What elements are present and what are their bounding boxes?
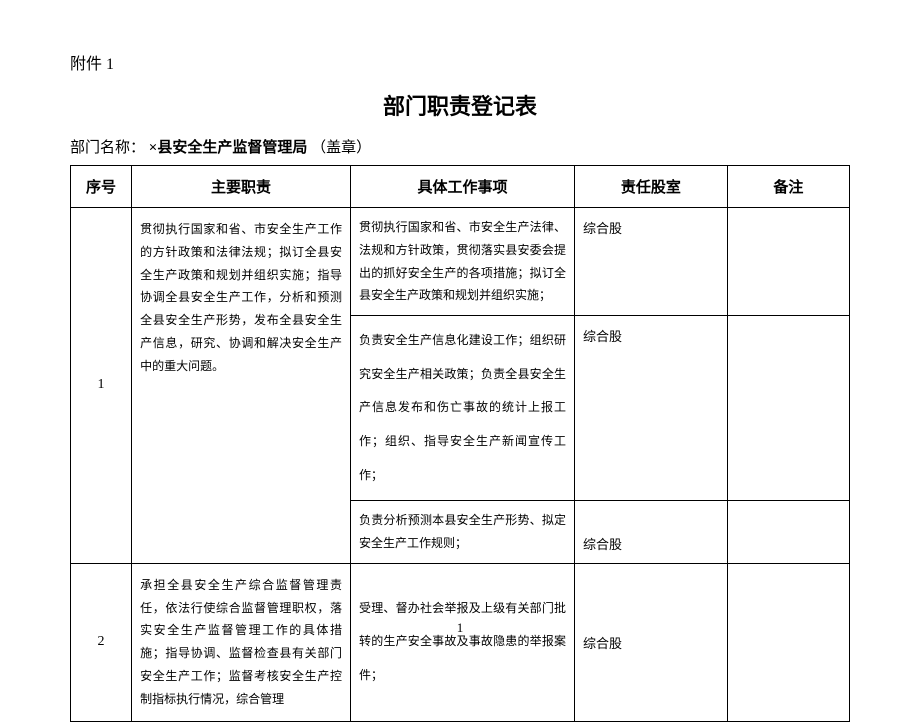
- cell-resp-dept: 综合股: [575, 208, 728, 316]
- dept-label: 部门名称：: [70, 140, 145, 156]
- cell-note: [727, 501, 849, 564]
- cell-seq: 2: [71, 563, 132, 721]
- attachment-label: 附件 1: [70, 50, 850, 74]
- table-row: 2 承担全县安全生产综合监督管理责任，依法行使综合监督管理职权，落实安全生产监督…: [71, 563, 850, 721]
- col-header-detail: 具体工作事项: [351, 166, 575, 208]
- cell-note: [727, 208, 849, 316]
- page-number: 1: [457, 620, 464, 636]
- table-header-row: 序号 主要职责 具体工作事项 责任股室 备注: [71, 166, 850, 208]
- cell-seq: 1: [71, 208, 132, 564]
- department-line: 部门名称： ×县安全生产监督管理局 （盖章）: [70, 136, 850, 157]
- cell-main-duty: 贯彻执行国家和省、市安全生产工作的方针政策和法律法规；拟订全县安全生产政策和规划…: [132, 208, 351, 564]
- col-header-dept: 责任股室: [575, 166, 728, 208]
- cell-resp-dept: 综合股: [575, 501, 728, 564]
- cell-resp-dept: 综合股: [575, 316, 728, 501]
- dept-seal: （盖章）: [311, 140, 371, 156]
- col-header-seq: 序号: [71, 166, 132, 208]
- cell-detail: 受理、督办社会举报及上级有关部门批转的生产安全事故及事故隐患的举报案件；: [351, 563, 575, 721]
- col-header-main: 主要职责: [132, 166, 351, 208]
- cell-detail: 负责分析预测本县安全生产形势、拟定安全生产工作规则；: [351, 501, 575, 564]
- cell-note: [727, 563, 849, 721]
- cell-detail: 负责安全生产信息化建设工作；组织研究安全生产相关政策；负责全县安全生产信息发布和…: [351, 316, 575, 501]
- dept-name: ×县安全生产监督管理局: [149, 140, 308, 156]
- cell-note: [727, 316, 849, 501]
- table-row: 1 贯彻执行国家和省、市安全生产工作的方针政策和法律法规；拟订全县安全生产政策和…: [71, 208, 850, 316]
- duties-table: 序号 主要职责 具体工作事项 责任股室 备注 1 贯彻执行国家和省、市安全生产工…: [70, 165, 850, 722]
- cell-detail: 贯彻执行国家和省、市安全生产法律、法规和方针政策，贯彻落实县安委会提出的抓好安全…: [351, 208, 575, 316]
- page-title: 部门职责登记表: [70, 89, 850, 121]
- cell-resp-dept: 综合股: [575, 563, 728, 721]
- cell-main-duty: 承担全县安全生产综合监督管理责任，依法行使综合监督管理职权，落实安全生产监督管理…: [132, 563, 351, 721]
- col-header-note: 备注: [727, 166, 849, 208]
